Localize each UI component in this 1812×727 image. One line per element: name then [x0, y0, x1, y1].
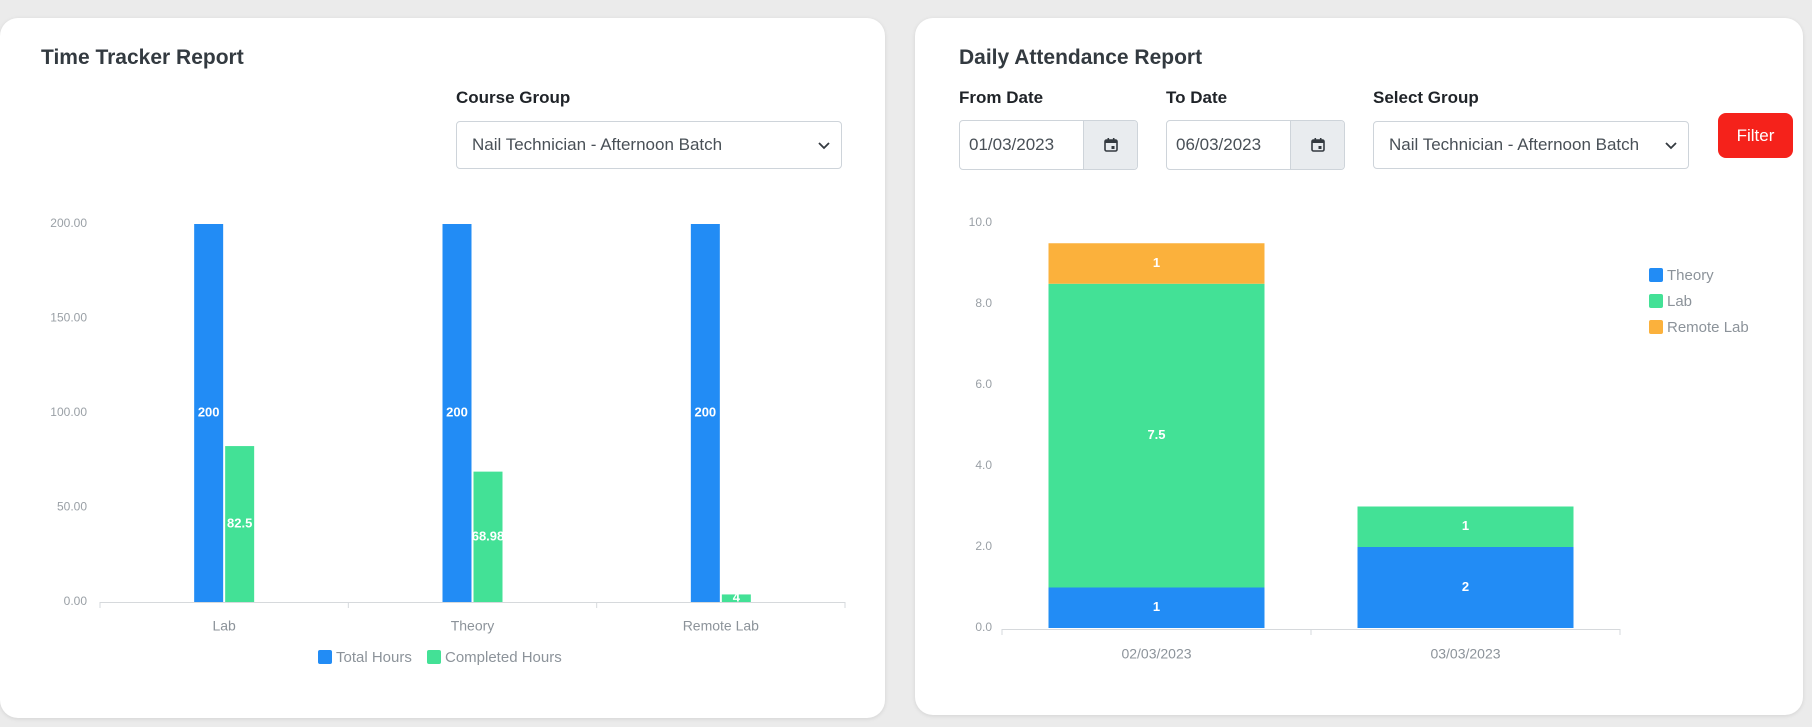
data-label: 1	[1462, 518, 1469, 533]
x-category-label: 02/03/2023	[1121, 646, 1191, 662]
data-label: 200	[694, 404, 716, 419]
data-label: 2	[1462, 579, 1469, 594]
x-category-label: Lab	[212, 618, 236, 634]
select-group-select[interactable]: Nail Technician - Afternoon Batch	[1373, 121, 1689, 169]
course-group-value: Nail Technician - Afternoon Batch	[472, 135, 723, 154]
calendar-icon	[1310, 138, 1325, 152]
y-tick-label: 8.0	[975, 296, 992, 310]
bar-remote-lab-02-03-2023	[1048, 243, 1265, 284]
bar-total-hours-remote-lab	[690, 224, 720, 602]
data-label: 68.98	[472, 528, 505, 543]
legend-label-total-hours: Total Hours	[336, 649, 412, 666]
x-category-label: Theory	[451, 618, 495, 634]
time-tracker-card: Time Tracker Report Course Group Nail Te…	[0, 18, 885, 718]
time-tracker-chart: 0.00 50.00 100.00 150.00 200.00 200 82.5 Lab 200…	[50, 216, 846, 666]
calendar-icon	[1103, 138, 1118, 152]
y-tick-label: 0.0	[975, 620, 992, 634]
from-date-value[interactable]: 01/03/2023	[969, 135, 1055, 154]
bar-completed-hours-lab	[225, 446, 255, 602]
to-date-value[interactable]: 06/03/2023	[1176, 135, 1262, 154]
legend-label-completed-hours: Completed Hours	[445, 649, 562, 666]
data-label: 200	[198, 404, 220, 419]
bar-lab-03-03-2023	[1357, 506, 1574, 547]
legend-swatch-theory	[1649, 268, 1663, 282]
legend-swatch-lab	[1649, 294, 1663, 308]
chevron-down-icon	[1665, 142, 1677, 150]
data-label: 200	[446, 404, 468, 419]
y-tick-label: 4.0	[975, 458, 992, 472]
attendance-chart: 0.0 2.0 4.0 6.0 8.0 10.0 1 7.5 1 02/03/2023 2 1 03/0…	[969, 215, 1749, 662]
legend-label-theory: Theory	[1667, 267, 1714, 284]
time-tracker-title: Time Tracker Report	[41, 46, 244, 69]
data-label: 1	[1153, 255, 1160, 270]
legend-swatch-completed-hours	[427, 650, 441, 664]
to-date-field[interactable]: 06/03/2023	[1166, 120, 1345, 170]
data-label: 4	[733, 590, 741, 605]
data-label: 7.5	[1147, 427, 1165, 442]
y-tick-label: 2.0	[975, 539, 992, 553]
data-label: 1	[1153, 599, 1160, 614]
y-tick-label: 100.00	[50, 405, 87, 419]
y-tick-label: 150.00	[50, 311, 87, 325]
bar-theory-02-03-2023	[1048, 587, 1265, 628]
to-date-label: To Date	[1166, 88, 1228, 107]
from-date-field[interactable]: 01/03/2023	[959, 120, 1138, 170]
select-group-value: Nail Technician - Afternoon Batch	[1389, 135, 1640, 154]
bar-completed-hours-remote-lab	[721, 594, 751, 602]
bar-completed-hours-theory	[473, 471, 503, 602]
x-category-label: Remote Lab	[683, 618, 759, 634]
legend-label-lab: Lab	[1667, 293, 1692, 310]
from-date-picker-button[interactable]	[1083, 121, 1137, 169]
attendance-title: Daily Attendance Report	[959, 46, 1203, 69]
attendance-card: Daily Attendance Report From Date 01/03/…	[915, 18, 1803, 715]
legend-swatch-remote-lab	[1649, 320, 1663, 334]
course-group-label: Course Group	[456, 88, 571, 107]
from-date-label: From Date	[959, 88, 1044, 107]
y-tick-label: 6.0	[975, 377, 992, 391]
select-group-label: Select Group	[1373, 88, 1479, 107]
filter-button[interactable]: Filter	[1718, 113, 1793, 158]
y-tick-label: 10.0	[969, 215, 993, 229]
legend-label-remote-lab: Remote Lab	[1667, 319, 1749, 336]
x-category-label: 03/03/2023	[1430, 646, 1500, 662]
bar-lab-02-03-2023	[1048, 283, 1265, 588]
to-date-picker-button[interactable]	[1290, 121, 1344, 169]
bar-theory-03-03-2023	[1357, 547, 1574, 628]
course-group-select[interactable]: Nail Technician - Afternoon Batch	[456, 121, 842, 169]
y-tick-label: 50.00	[57, 500, 87, 514]
bar-total-hours-lab	[194, 224, 224, 602]
y-tick-label: 0.00	[64, 594, 88, 608]
data-label: 82.5	[227, 515, 252, 530]
bar-total-hours-theory	[442, 224, 472, 602]
chevron-down-icon	[818, 142, 830, 150]
y-tick-label: 200.00	[50, 216, 87, 230]
legend-swatch-total-hours	[318, 650, 332, 664]
